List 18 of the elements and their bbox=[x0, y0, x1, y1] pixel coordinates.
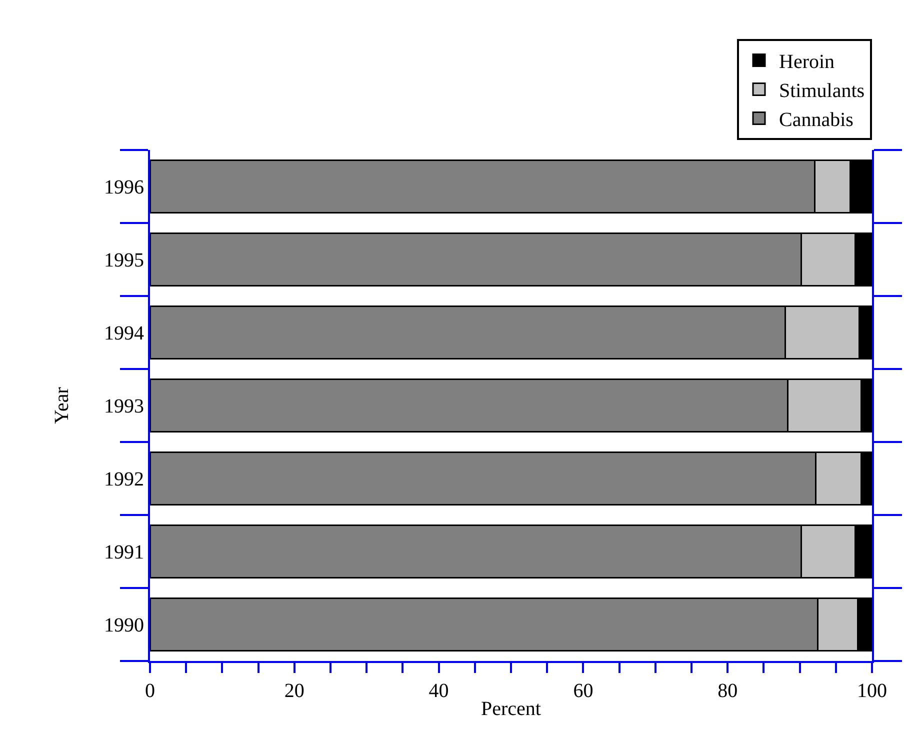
y-tick-label: 1992 bbox=[104, 468, 144, 490]
x-tick-label: 80 bbox=[718, 680, 738, 702]
y-tick-label: 1991 bbox=[104, 542, 144, 564]
y-tick-label: 1994 bbox=[104, 322, 144, 344]
legend-label: Cannabis bbox=[779, 109, 854, 132]
legend-label: Heroin bbox=[779, 51, 835, 74]
legend-label: Stimulants bbox=[779, 80, 865, 102]
y-tick-label: 1990 bbox=[104, 614, 144, 636]
y-tick-label: 1995 bbox=[104, 250, 144, 272]
x-tick-label: 0 bbox=[145, 680, 155, 702]
x-axis-title: Percent bbox=[481, 698, 542, 720]
x-tick-label: 40 bbox=[428, 680, 449, 702]
x-tick-label: 60 bbox=[573, 680, 594, 702]
y-tick-label: 1993 bbox=[104, 396, 144, 418]
y-axis-title: Year bbox=[51, 386, 73, 424]
y-tick-label: 1996 bbox=[104, 176, 144, 198]
x-tick-label: 100 bbox=[857, 680, 887, 702]
x-tick-label: 20 bbox=[284, 680, 304, 702]
